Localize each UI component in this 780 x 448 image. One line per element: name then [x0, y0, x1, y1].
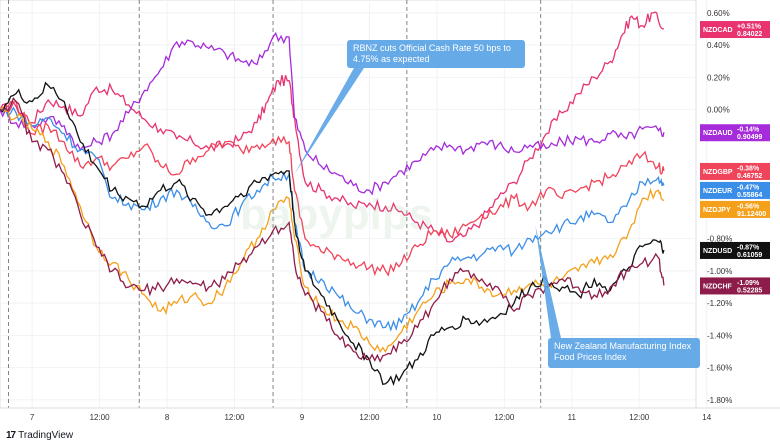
tag-value-bg [734, 277, 770, 295]
tag-change: -0.47% [737, 184, 760, 191]
tag-value-bg [734, 200, 770, 218]
tag-change: -0.14% [737, 127, 760, 134]
tag-value-bg [734, 21, 770, 39]
y-axis: 0.60% 0.40% 0.20% 0.00% -0.80% -1.00% -1.20% -1… [707, 9, 732, 405]
x-tick-label: 12:00 [224, 413, 245, 422]
y-tick-label: 0.00% [707, 106, 730, 115]
annotation-text: Food Prices Index [554, 352, 627, 362]
tag-price: 0.84022 [737, 31, 762, 38]
x-tick-label: 12:00 [90, 413, 111, 422]
annotation-callout: RBNZ cuts Official Cash Rate 50 bps to4.… [294, 40, 525, 175]
series-lines [0, 11, 665, 387]
tag-price: 0.52285 [737, 287, 762, 294]
tag-change: +0.51% [737, 24, 762, 31]
tag-price: 0.55864 [737, 192, 762, 199]
tag-change: -0.56% [737, 203, 760, 210]
annotation-text: 4.75% as expected [353, 54, 430, 64]
x-tick-label: 11 [568, 413, 577, 422]
x-tick-label: 8 [165, 413, 170, 422]
price-tag-nzdcad: NZDCAD +0.51%0.84022 [700, 21, 770, 39]
series-line-nzdaud [0, 31, 665, 196]
tag-symbol: NZDEUR [703, 188, 732, 195]
price-tag-nzdeur: NZDEUR -0.47%0.55864 [700, 181, 770, 199]
tag-symbol-bg [700, 277, 734, 295]
tag-price: 91.12400 [737, 211, 766, 218]
series-line-nzdchf [0, 97, 665, 363]
tag-price: 0.90499 [737, 134, 762, 141]
tag-symbol: NZDJPY [703, 207, 731, 214]
y-tick-label: 0.20% [707, 73, 730, 82]
tag-symbol: NZDGBP [703, 169, 733, 176]
y-tick-label: -1.80% [707, 396, 732, 405]
annotations: RBNZ cuts Official Cash Rate 50 bps to4.… [294, 40, 700, 368]
annotation-pointer [294, 68, 364, 175]
tradingview-logo[interactable]: 17 TradingView [6, 430, 73, 441]
tag-symbol-bg [700, 181, 734, 199]
annotation-box [548, 338, 700, 368]
tag-price: 0.46752 [737, 173, 762, 180]
tag-symbol: NZDAUD [703, 130, 733, 137]
annotation-text: RBNZ cuts Official Cash Rate 50 bps to [353, 43, 511, 53]
y-tick-label: 0.60% [707, 9, 730, 18]
tag-change: -0.38% [737, 165, 760, 172]
y-tick-label: -1.40% [707, 331, 732, 340]
series-line-nzdeur [0, 106, 665, 332]
tag-symbol-bg [700, 21, 734, 39]
tag-symbol: NZDUSD [703, 248, 732, 255]
tag-symbol-bg [700, 241, 734, 259]
y-tick-label: -1.20% [707, 299, 732, 308]
grid [0, 0, 708, 409]
session-separators [8, 0, 542, 408]
tag-symbol-bg [700, 200, 734, 218]
tag-symbol: NZDCHF [703, 283, 732, 290]
x-tick-label: 12:00 [359, 413, 380, 422]
tradingview-brand: TradingView [18, 430, 74, 441]
y-tick-label: 0.40% [707, 41, 730, 50]
series-line-nzdusd [0, 81, 665, 387]
annotation-box [347, 40, 525, 68]
tag-price: 0.61059 [737, 252, 762, 259]
price-tag-nzdgbp: NZDGBP -0.38%0.46752 [700, 162, 770, 180]
tag-value-bg [734, 162, 770, 180]
series-line-nzdcad [0, 11, 665, 243]
y-tick-label: -1.00% [707, 267, 732, 276]
x-tick-label: 9 [300, 413, 305, 422]
tradingview-mark-icon: 17 [6, 430, 16, 441]
x-tick-label: 14 [702, 413, 711, 422]
tag-change: -0.87% [737, 244, 760, 251]
tag-symbol-bg [700, 124, 734, 142]
price-tag-nzdaud: NZDAUD -0.14%0.90499 [700, 124, 770, 142]
price-tag-nzdchf: NZDCHF -1.09%0.52285 [700, 277, 770, 295]
tag-value-bg [734, 241, 770, 259]
y-tick-label: -1.60% [707, 364, 732, 373]
tag-symbol: NZDCAD [703, 27, 733, 34]
price-tag-nzdjpy: NZDJPY -0.56%91.12400 [700, 200, 770, 218]
x-tick-label: 10 [432, 413, 441, 422]
series-line-nzdgbp [0, 100, 665, 277]
annotation-pointer [535, 225, 561, 338]
x-axis: 7 12:00 8 12:00 9 12:00 10 12:00 11 12:00 14 [0, 407, 780, 422]
tag-change: -1.09% [737, 280, 760, 287]
x-tick-label: 12:00 [494, 413, 515, 422]
price-tag-nzdusd: NZDUSD -0.87%0.61059 [700, 241, 770, 259]
tag-value-bg [734, 181, 770, 199]
x-tick-label: 7 [30, 413, 35, 422]
y-tick-label: -0.80% [707, 235, 732, 244]
annotation-text: New Zealand Manufacturing Index [554, 341, 692, 351]
tag-symbol-bg [700, 162, 734, 180]
x-tick-label: 12:00 [629, 413, 650, 422]
tag-value-bg [734, 124, 770, 142]
